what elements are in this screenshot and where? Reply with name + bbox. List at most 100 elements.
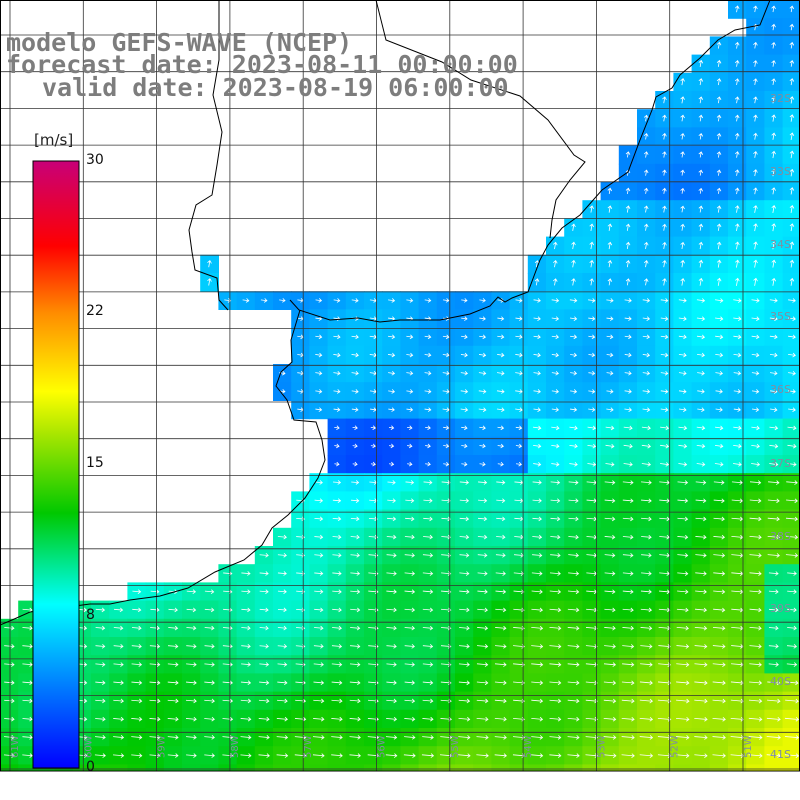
wind-arrow: [753, 187, 758, 195]
wind-arrow: [603, 716, 617, 722]
wind-arrow: [549, 753, 562, 758]
wind-arrow: [534, 260, 540, 268]
wind-arrow: [571, 223, 576, 231]
wind-arrow: [734, 169, 740, 176]
wind-arrow: [479, 443, 486, 449]
wind-arrow: [423, 534, 433, 540]
wind-arrow: [388, 298, 396, 303]
wind-arrow: [259, 662, 270, 667]
wind-arrow: [441, 553, 452, 558]
wind-arrow: [351, 352, 359, 358]
wind-arrow: [497, 425, 505, 431]
wind-arrow: [459, 480, 470, 485]
wind-arrow: [753, 277, 758, 286]
wind-arrow: [531, 607, 544, 613]
wind-arrow: [659, 534, 670, 540]
wind-arrow: [571, 241, 576, 250]
wind-arrow: [751, 316, 760, 321]
wind-arrow: [695, 498, 707, 504]
wind-arrow: [478, 389, 487, 394]
wind-arrow: [789, 187, 795, 195]
wind-arrow: [441, 498, 451, 503]
wind-arrow: [694, 644, 708, 649]
wind-arrow: [751, 462, 761, 467]
wind-arrow: [494, 735, 507, 740]
wind-arrow: [735, 205, 740, 213]
wind-arrow: [515, 407, 523, 412]
wind-arrow: [642, 298, 651, 303]
longitude-label: 51W: [743, 735, 754, 758]
wind-arrow: [713, 516, 725, 522]
wind-arrow: [660, 389, 669, 394]
wind-arrow: [167, 735, 179, 740]
wind-arrow: [150, 589, 160, 594]
longitude-label: 52W: [670, 735, 681, 758]
wind-arrow: [332, 625, 342, 631]
wind-arrow: [733, 425, 742, 431]
wind-arrow: [676, 680, 690, 686]
wind-arrow: [186, 589, 197, 594]
wind-arrow: [351, 334, 359, 340]
wind-arrow: [567, 753, 580, 758]
wind-arrow: [515, 425, 523, 431]
wind-arrow: [458, 735, 471, 740]
wind-arrow: [569, 298, 578, 303]
wind-arrow: [277, 625, 287, 631]
wind-arrow: [713, 480, 725, 485]
wind-arrow: [639, 698, 654, 704]
wind-arrow: [607, 278, 613, 286]
wind-arrow: [680, 114, 685, 122]
wind-speed-cell: [436, 764, 456, 771]
wind-arrow: [241, 607, 251, 613]
wind-arrow: [733, 316, 742, 322]
wind-arrow: [406, 298, 414, 303]
wind-arrow: [458, 698, 471, 704]
wind-arrow: [716, 78, 722, 86]
wind-arrow: [496, 370, 505, 376]
wind-arrow: [785, 771, 799, 776]
wind-arrow: [222, 753, 234, 758]
wind-arrow: [186, 607, 197, 613]
wind-arrow: [571, 278, 576, 286]
wind-arrow: [712, 662, 726, 667]
wind-arrow: [459, 644, 470, 649]
wind-arrow: [476, 771, 488, 776]
wind-arrow: [549, 571, 561, 576]
wind-arrow: [680, 78, 685, 86]
wind-arrow: [570, 389, 578, 394]
wind-arrow: [404, 735, 416, 740]
wind-arrow: [4, 698, 15, 704]
wind-arrow: [531, 662, 544, 667]
wind-arrow: [568, 534, 579, 540]
wind-arrow: [476, 735, 489, 740]
wind-arrow: [604, 516, 616, 522]
wind-arrow: [771, 132, 776, 140]
wind-arrow: [622, 516, 634, 522]
latitude-label: 41S: [770, 748, 791, 761]
wind-arrow: [730, 716, 745, 722]
wind-arrow: [461, 443, 468, 449]
wind-arrow: [334, 443, 340, 449]
wind-arrow: [168, 771, 179, 776]
wind-arrow: [150, 607, 160, 613]
wind-speed-cell: [728, 764, 747, 771]
wind-arrow: [461, 298, 468, 303]
wind-arrow: [476, 680, 489, 686]
wind-arrow: [789, 204, 795, 214]
wind-arrow: [497, 443, 504, 449]
wind-arrow: [751, 334, 760, 340]
wind-arrow: [748, 753, 763, 758]
wind-arrow: [422, 771, 434, 776]
wind-arrow: [678, 334, 687, 340]
wind-arrow: [660, 352, 669, 358]
wind-arrow: [406, 334, 414, 340]
wind-arrow: [333, 298, 341, 303]
longitude-label: 61W: [10, 735, 21, 758]
wind-arrow: [589, 205, 594, 213]
wind-arrow: [349, 753, 361, 758]
wind-arrow: [589, 278, 594, 286]
wind-speed-cell: [618, 764, 638, 771]
wind-arrow: [131, 698, 143, 704]
wind-arrow: [132, 607, 142, 613]
wind-arrow: [751, 425, 760, 431]
